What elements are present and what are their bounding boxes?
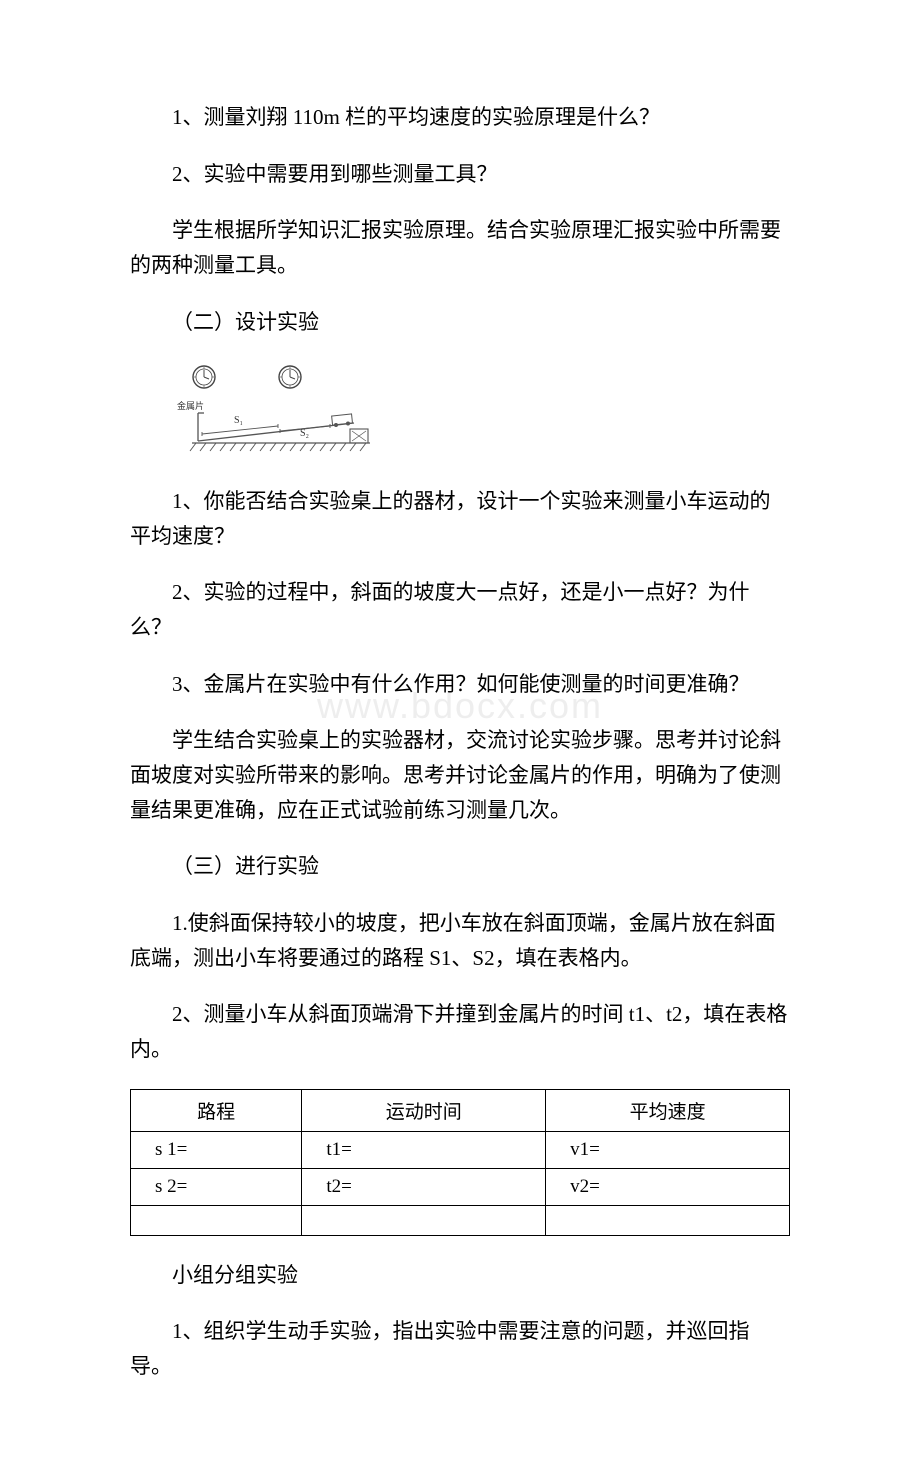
s1-label: S₁ <box>234 415 243 426</box>
step-organize: 1、组织学生动手实验，指出实验中需要注意的问题，并巡回指导。 <box>130 1314 790 1383</box>
col-header-distance: 路程 <box>131 1089 302 1131</box>
table-row: s 1= t1= v1= <box>131 1131 790 1168</box>
table-row <box>131 1205 790 1235</box>
cell-v2: v2= <box>546 1168 790 1205</box>
s2-label: S₂ <box>300 428 309 439</box>
paragraph-discuss: 学生结合实验桌上的实验器材，交流讨论实验步骤。思考并讨论斜面坡度对实验所带来的影… <box>130 723 790 827</box>
question-design-1: 1、你能否结合实验桌上的器材，设计一个实验来测量小车运动的平均速度？ <box>130 484 790 553</box>
cell-s2: s 2= <box>131 1168 302 1205</box>
question-design-2: 2、实验的过程中，斜面的坡度大一点好，还是小一点好？为什么？ <box>130 575 790 644</box>
col-header-time: 运动时间 <box>302 1089 546 1131</box>
table-row: s 2= t2= v2= <box>131 1168 790 1205</box>
question-1: 1、测量刘翔 110m 栏的平均速度的实验原理是什么？ <box>130 100 790 135</box>
step-2: 2、测量小车从斜面顶端滑下并撞到金属片的时间 t1、t2，填在表格内。 <box>130 997 790 1066</box>
heading-group-experiment: 小组分组实验 <box>130 1258 790 1293</box>
paragraph-student-report: 学生根据所学知识汇报实验原理。结合实验原理汇报实验中所需要的两种测量工具。 <box>130 213 790 282</box>
table-header-row: 路程 运动时间 平均速度 <box>131 1089 790 1131</box>
incline-diagram-svg: 金属片 S₁ S₂ <box>172 361 372 461</box>
data-table: 路程 运动时间 平均速度 s 1= t1= v1= s 2= t2= v2= <box>130 1089 790 1236</box>
cell-empty <box>302 1205 546 1235</box>
cell-s1: s 1= <box>131 1131 302 1168</box>
heading-design-experiment: （二）设计实验 <box>130 305 790 340</box>
question-design-3: 3、金属片在实验中有什么作用？如何能使测量的时间更准确？ <box>130 667 790 702</box>
cell-t2: t2= <box>302 1168 546 1205</box>
experiment-diagram: 金属片 S₁ S₂ <box>172 361 790 466</box>
step-1: 1.使斜面保持较小的坡度，把小车放在斜面顶端，金属片放在斜面底端，测出小车将要通… <box>130 906 790 975</box>
cell-t1: t1= <box>302 1131 546 1168</box>
heading-do-experiment: （三）进行实验 <box>130 849 790 884</box>
cell-empty <box>546 1205 790 1235</box>
diagram-label-metal: 金属片 <box>177 400 204 411</box>
col-header-speed: 平均速度 <box>546 1089 790 1131</box>
cell-v1: v1= <box>546 1131 790 1168</box>
cell-empty <box>131 1205 302 1235</box>
question-2: 2、实验中需要用到哪些测量工具？ <box>130 157 790 192</box>
ground-hatch <box>190 443 366 451</box>
